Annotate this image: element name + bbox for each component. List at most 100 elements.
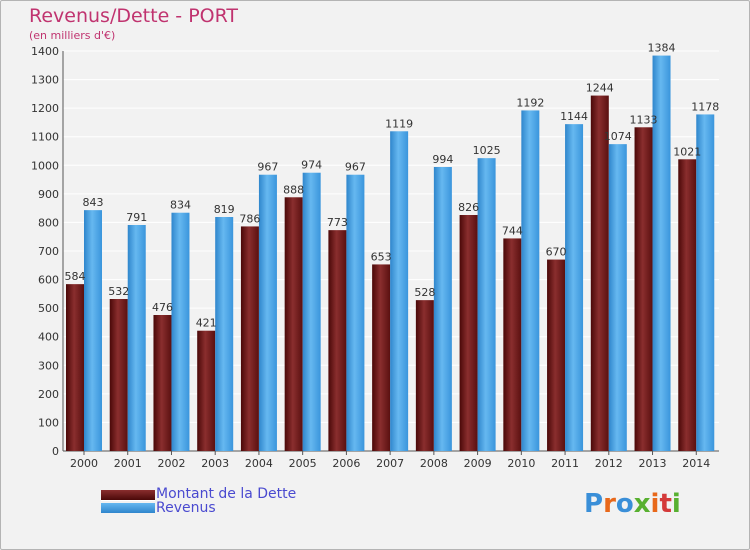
bar-dette [240, 226, 259, 451]
bar-dette [153, 315, 172, 451]
value-label: 528 [414, 286, 435, 299]
bar-revenus [696, 114, 715, 451]
x-tick-label: 2011 [551, 457, 579, 470]
value-label: 1178 [691, 100, 719, 113]
value-label: 1025 [473, 144, 501, 157]
value-label: 532 [108, 285, 129, 298]
x-tick-label: 2010 [507, 457, 535, 470]
y-tick-label: 100 [38, 416, 59, 429]
value-label: 786 [239, 212, 260, 225]
value-label: 791 [126, 211, 147, 224]
bar-dette [66, 284, 84, 451]
bar-revenus [215, 217, 234, 451]
logo-letter: i [650, 489, 660, 519]
logo-letter: x [633, 489, 651, 519]
bar-dette [415, 300, 434, 451]
bar-dette [372, 264, 391, 451]
logo-letter: r [603, 489, 616, 519]
value-labels: 584 843 532 791 476 834 421 819 786 967 888 974 773 9… [65, 42, 720, 330]
value-label: 584 [65, 270, 86, 283]
value-label: 994 [432, 153, 453, 166]
y-tick-label: 300 [38, 359, 59, 372]
x-tick-label: 2001 [114, 457, 142, 470]
logo-letter: i [671, 489, 681, 519]
bar-revenus [171, 212, 190, 451]
y-tick-label: 600 [38, 274, 59, 287]
x-tick-label: 2004 [245, 457, 273, 470]
y-tick-label: 1100 [31, 131, 59, 144]
logo-letter: t [659, 489, 672, 519]
x-tick-label: 2003 [201, 457, 229, 470]
y-tick-label: 1200 [31, 102, 59, 115]
x-tick-label: 2013 [639, 457, 667, 470]
value-label: 1192 [516, 96, 544, 109]
value-label: 1133 [630, 113, 658, 126]
value-label: 421 [196, 317, 217, 330]
value-label: 819 [214, 203, 235, 216]
bar-revenus [477, 158, 496, 451]
bar-dette [678, 159, 697, 452]
bar-revenus [84, 210, 102, 451]
bar-dette [547, 259, 566, 451]
x-tick-label: 2008 [420, 457, 448, 470]
value-label: 834 [170, 199, 191, 212]
chart-subtitle: (en milliers d'€) [29, 29, 116, 42]
bar-revenus [390, 131, 409, 452]
bar-revenus [127, 225, 146, 451]
legend-swatch-debt [101, 490, 155, 501]
value-label: 1074 [604, 130, 632, 143]
proxiti-logo: Proxiti [584, 489, 681, 519]
y-axis-ticks: 0 100 200 300 400 500 600 700 800 900 1000 1100 1200… [31, 45, 59, 458]
bar-revenus [302, 172, 321, 451]
value-label: 670 [546, 246, 567, 259]
value-label: 1144 [560, 110, 588, 123]
value-label: 476 [152, 301, 173, 314]
value-label: 1119 [385, 117, 413, 130]
y-tick-label: 1400 [31, 45, 59, 58]
y-tick-label: 700 [38, 245, 59, 258]
x-tick-label: 2002 [157, 457, 185, 470]
value-label: 653 [371, 250, 392, 263]
bar-dette [109, 299, 128, 451]
bars [66, 55, 715, 452]
bar-dette [328, 230, 347, 451]
bar-dette [590, 95, 609, 452]
y-tick-label: 0 [52, 445, 59, 458]
bar-dette [634, 127, 653, 452]
bar-revenus [652, 55, 671, 451]
y-tick-label: 800 [38, 216, 59, 229]
y-tick-label: 200 [38, 388, 59, 401]
bar-revenus [433, 167, 452, 451]
logo-letter: P [584, 489, 604, 519]
value-label: 1384 [648, 42, 676, 55]
y-tick-label: 500 [38, 302, 59, 315]
value-label: 843 [83, 196, 104, 209]
logo-letter: o [615, 489, 634, 519]
y-tick-label: 900 [38, 188, 59, 201]
value-label: 1244 [586, 82, 614, 95]
y-tick-label: 1000 [31, 159, 59, 172]
bar-revenus [258, 174, 277, 451]
value-label: 1021 [673, 145, 701, 158]
bar-revenus [565, 124, 584, 452]
value-label: 744 [502, 224, 523, 237]
y-tick-label: 400 [38, 331, 59, 344]
y-tick-label: 1300 [31, 74, 59, 87]
x-tick-label: 2000 [70, 457, 98, 470]
bar-dette [503, 238, 522, 451]
value-label: 773 [327, 216, 348, 229]
value-label: 888 [283, 183, 304, 196]
bar-revenus [346, 174, 365, 451]
chart-title: Revenus/Dette - PORT [29, 5, 239, 27]
bar-revenus [521, 110, 540, 451]
legend-label-revenus: Revenus [156, 500, 216, 516]
x-tick-label: 2014 [682, 457, 710, 470]
value-label: 974 [301, 159, 322, 172]
x-tick-label: 2007 [376, 457, 404, 470]
value-label: 967 [257, 161, 278, 174]
x-tick-label: 2009 [464, 457, 492, 470]
legend-swatch-revenus [101, 503, 155, 513]
x-axis-ticks: 2000 2001 2002 2003 2004 2005 2006 2007 2008 2009… [70, 451, 710, 470]
